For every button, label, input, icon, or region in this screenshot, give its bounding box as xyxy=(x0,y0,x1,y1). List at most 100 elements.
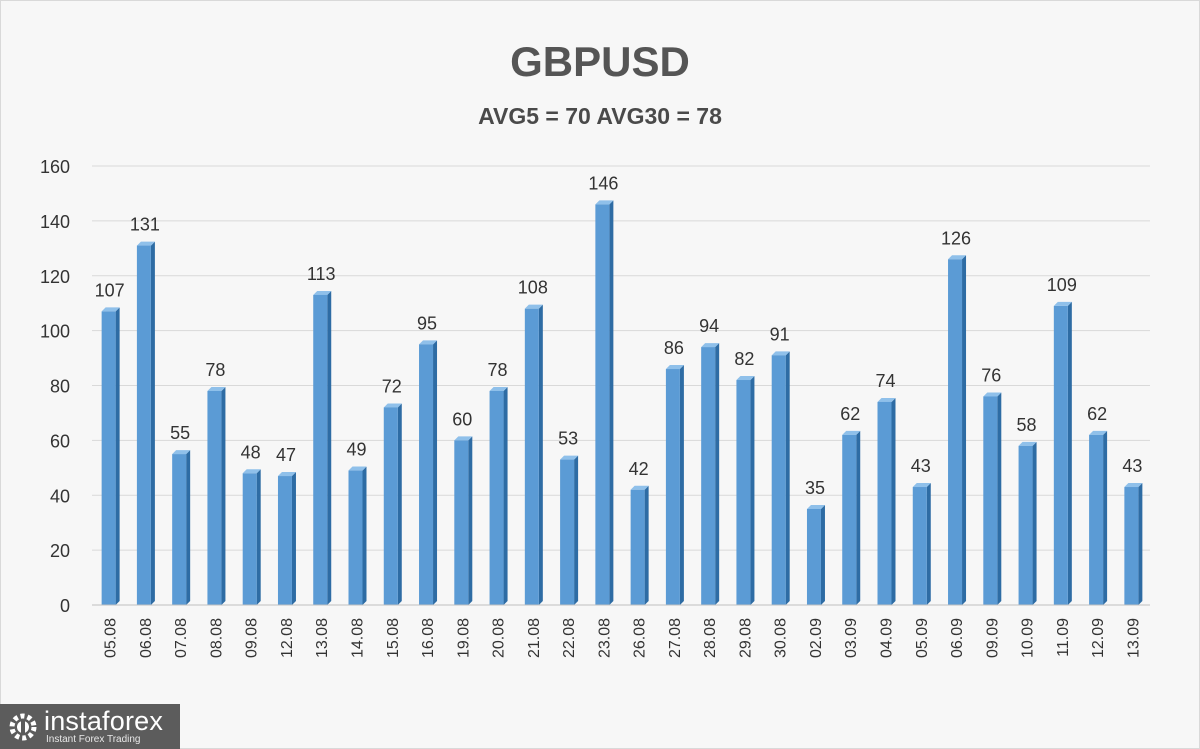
data-label: 146 xyxy=(588,173,618,193)
bar-top xyxy=(383,403,402,408)
data-label: 49 xyxy=(346,440,366,460)
data-label: 108 xyxy=(518,278,548,298)
bar-group xyxy=(454,436,473,605)
bar xyxy=(771,355,786,605)
bar-side xyxy=(503,386,508,605)
bar xyxy=(877,401,892,605)
data-label: 58 xyxy=(1017,415,1037,435)
x-tick-label: 09.09 xyxy=(984,618,1001,658)
bar xyxy=(983,396,998,605)
x-tick-label: 13.08 xyxy=(314,618,331,658)
bar-group xyxy=(630,485,649,605)
bar-group xyxy=(419,340,438,605)
data-label: 109 xyxy=(1047,275,1077,295)
data-label: 60 xyxy=(452,409,472,429)
data-label: 47 xyxy=(276,445,296,465)
bar-group xyxy=(560,455,579,605)
instaforex-logo: instaforex Instant Forex Trading xyxy=(0,704,180,749)
bar-side xyxy=(679,365,684,605)
data-label: 48 xyxy=(241,442,261,462)
bar-side xyxy=(926,483,931,605)
bar-top xyxy=(948,255,967,260)
bar-top xyxy=(701,343,720,348)
logo-tagline: Instant Forex Trading xyxy=(46,734,141,745)
y-tick-label: 160 xyxy=(40,157,70,177)
x-tick-label: 14.08 xyxy=(350,618,367,658)
x-tick-label: 08.08 xyxy=(208,618,225,658)
bar-group xyxy=(277,472,296,605)
logo-name: instaforex xyxy=(44,706,164,736)
bar xyxy=(665,369,680,605)
bar-side xyxy=(397,403,402,605)
data-label: 72 xyxy=(382,376,402,396)
bar xyxy=(207,390,222,605)
x-tick-label: 23.08 xyxy=(596,618,613,658)
bar-group xyxy=(912,483,931,605)
bar xyxy=(701,347,716,605)
bar-top xyxy=(454,436,473,441)
data-label: 107 xyxy=(95,280,125,300)
bar xyxy=(842,434,857,605)
bar-side xyxy=(538,304,543,605)
bar xyxy=(1053,305,1068,605)
y-tick-label: 60 xyxy=(50,431,70,451)
data-label: 86 xyxy=(664,338,684,358)
x-tick-label: 10.09 xyxy=(1020,618,1037,658)
bar-top xyxy=(1053,301,1072,306)
bar xyxy=(1089,434,1104,605)
x-tick-label: 05.09 xyxy=(914,618,931,658)
bar-group xyxy=(736,376,755,605)
x-tick-label: 21.08 xyxy=(526,618,543,658)
data-label: 78 xyxy=(205,360,225,380)
y-tick-label: 100 xyxy=(40,322,70,342)
x-tick-label: 27.08 xyxy=(667,618,684,658)
bar xyxy=(1124,487,1139,605)
y-tick-label: 120 xyxy=(40,267,70,287)
bar xyxy=(454,440,469,605)
bar-top xyxy=(912,483,931,488)
bar-group xyxy=(877,397,896,605)
bar xyxy=(912,487,927,605)
bar-top xyxy=(1089,430,1108,435)
bar-group xyxy=(771,351,790,605)
x-tick-label: 15.08 xyxy=(385,618,402,658)
bar-top xyxy=(877,397,896,402)
bar xyxy=(419,344,434,605)
y-tick-label: 140 xyxy=(40,212,70,232)
bar-top xyxy=(630,485,649,490)
bar-group xyxy=(665,365,684,605)
bar-group xyxy=(172,450,191,605)
bar-side xyxy=(1032,441,1037,605)
y-tick-label: 20 xyxy=(50,541,70,561)
bar-group xyxy=(242,469,261,605)
bar-group xyxy=(524,304,543,605)
bar-side xyxy=(468,436,473,605)
bar-side xyxy=(997,392,1002,605)
x-tick-label: 11.09 xyxy=(1055,618,1072,657)
data-label: 76 xyxy=(981,365,1001,385)
x-tick-label: 06.09 xyxy=(949,618,966,658)
bar-group xyxy=(1089,430,1108,605)
bar xyxy=(172,454,187,605)
bar-top xyxy=(736,376,755,381)
bar-top xyxy=(665,365,684,370)
bar-group xyxy=(595,200,614,605)
x-tick-label: 30.08 xyxy=(773,618,790,658)
bar-side xyxy=(115,307,120,605)
bar-top xyxy=(595,200,614,205)
bar-top xyxy=(101,307,120,312)
bar-group xyxy=(207,386,226,605)
data-label: 95 xyxy=(417,313,437,333)
x-tick-label: 12.08 xyxy=(279,618,296,658)
x-tick-label: 26.08 xyxy=(632,618,649,658)
x-tick-label: 13.09 xyxy=(1125,618,1142,658)
bar-side xyxy=(785,351,790,605)
bar-group xyxy=(489,386,508,605)
bar-group xyxy=(948,255,967,605)
bar-top xyxy=(172,450,191,455)
bar-side xyxy=(1067,301,1072,605)
bar-group xyxy=(1018,441,1037,605)
data-label: 55 xyxy=(170,423,190,443)
bar xyxy=(630,489,645,605)
x-tick-label: 12.09 xyxy=(1090,618,1107,658)
